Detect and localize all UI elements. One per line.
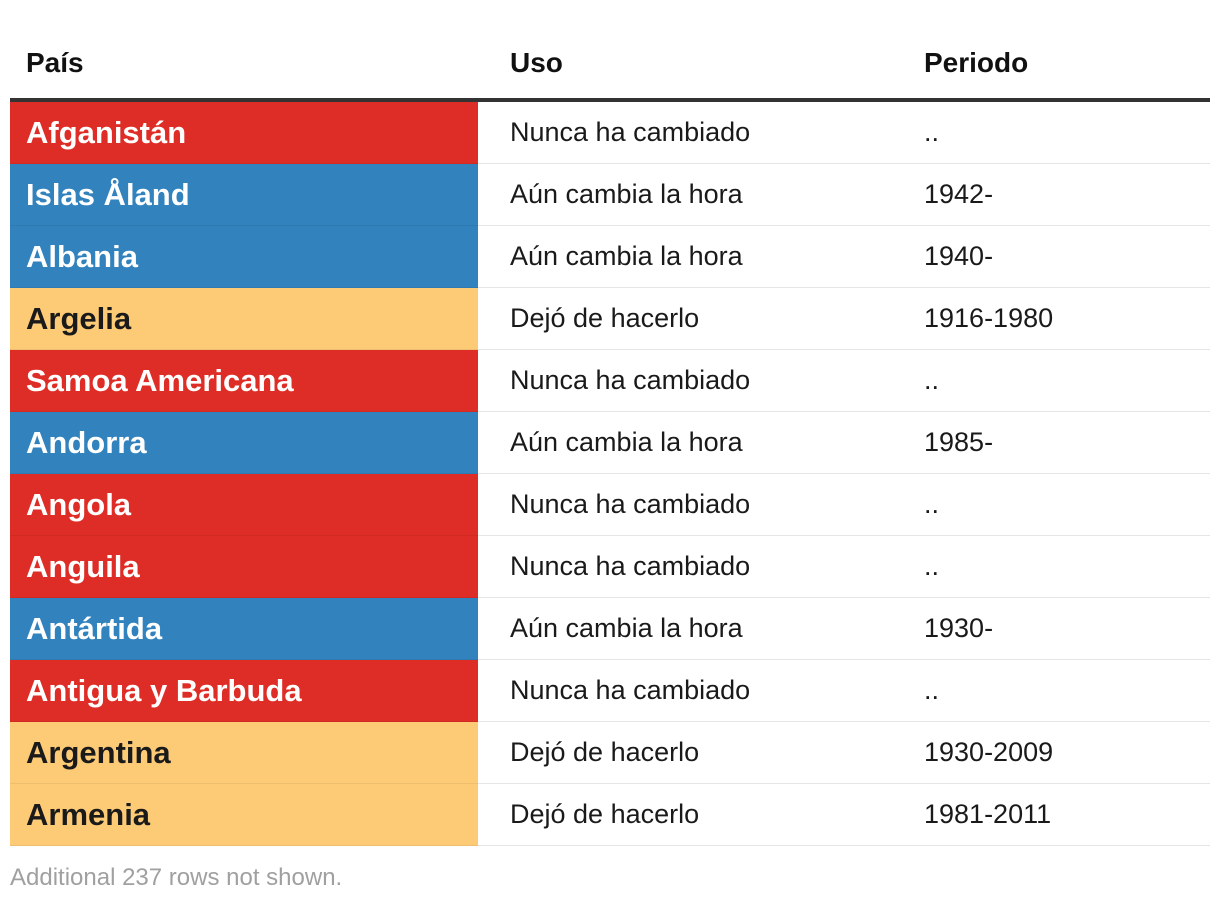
cell-periodo: .. (892, 100, 1210, 164)
table-row: Islas Åland Aún cambia la hora 1942- (10, 163, 1210, 226)
cell-periodo: .. (892, 659, 1210, 722)
column-header-periodo: Periodo (892, 28, 1210, 102)
table-row: Samoa Americana Nunca ha cambiado.. (10, 349, 1210, 412)
table-row: Argelia Dejó de hacerlo 1916-1980 (10, 287, 1210, 350)
header-row: País Uso Periodo (10, 28, 1210, 102)
cell-country: Antigua y Barbuda (10, 659, 478, 722)
cell-uso: Nunca ha cambiado (478, 659, 892, 722)
table-row: Anguila Nunca ha cambiado.. (10, 535, 1210, 598)
cell-periodo: .. (892, 473, 1210, 536)
cell-country: Argentina (10, 721, 478, 784)
column-header-uso: Uso (478, 28, 892, 102)
rows-not-shown-note: Additional 237 rows not shown. (10, 864, 343, 891)
cell-uso: Nunca ha cambiado (478, 473, 892, 536)
table-row: Andorra Aún cambia la hora 1985- (10, 411, 1210, 474)
cell-uso: Dejó de hacerlo (478, 783, 892, 846)
cell-periodo: 1981-2011 (892, 783, 1210, 846)
cell-uso: Aún cambia la hora (478, 597, 892, 660)
cell-country: Argelia (10, 287, 478, 350)
cell-country: Anguila (10, 535, 478, 598)
cell-uso: Aún cambia la hora (478, 225, 892, 288)
table-body: Afganistán Nunca ha cambiado.. Islas Åland… (10, 100, 1210, 846)
cell-uso: Nunca ha cambiado (478, 349, 892, 412)
cell-uso: Dejó de hacerlo (478, 287, 892, 350)
cell-periodo: .. (892, 349, 1210, 412)
table-row: Albania Aún cambia la hora 1940- (10, 225, 1210, 288)
table-row: Argentina Dejó de hacerlo 1930-2009 (10, 721, 1210, 784)
cell-country: Armenia (10, 783, 478, 846)
cell-periodo: 1916-1980 (892, 287, 1210, 350)
cell-uso: Dejó de hacerlo (478, 721, 892, 784)
data-table-container: País Uso Periodo Afganistán Nunca ha camb… (10, 28, 1210, 846)
cell-country: Antártida (10, 597, 478, 660)
table-row: Antigua y Barbuda Nunca ha cambiado.. (10, 659, 1210, 722)
cell-country: Afganistán (10, 100, 478, 164)
data-table: País Uso Periodo Afganistán Nunca ha camb… (10, 28, 1210, 846)
table-row: Afganistán Nunca ha cambiado.. (10, 100, 1210, 164)
cell-periodo: 1940- (892, 225, 1210, 288)
cell-country: Islas Åland (10, 163, 478, 226)
table-row: Armenia Dejó de hacerlo 1981-2011 (10, 783, 1210, 846)
cell-uso: Nunca ha cambiado (478, 100, 892, 164)
cell-periodo: 1930-2009 (892, 721, 1210, 784)
cell-country: Albania (10, 225, 478, 288)
cell-uso: Aún cambia la hora (478, 411, 892, 474)
cell-periodo: 1985- (892, 411, 1210, 474)
cell-periodo: 1942- (892, 163, 1210, 226)
cell-uso: Nunca ha cambiado (478, 535, 892, 598)
table-row: Antártida Aún cambia la hora 1930- (10, 597, 1210, 660)
cell-periodo: .. (892, 535, 1210, 598)
cell-country: Andorra (10, 411, 478, 474)
cell-country: Samoa Americana (10, 349, 478, 412)
cell-periodo: 1930- (892, 597, 1210, 660)
column-header-pais: País (10, 28, 478, 102)
cell-country: Angola (10, 473, 478, 536)
cell-uso: Aún cambia la hora (478, 163, 892, 226)
table-row: Angola Nunca ha cambiado.. (10, 473, 1210, 536)
table-header: País Uso Periodo (10, 28, 1210, 102)
